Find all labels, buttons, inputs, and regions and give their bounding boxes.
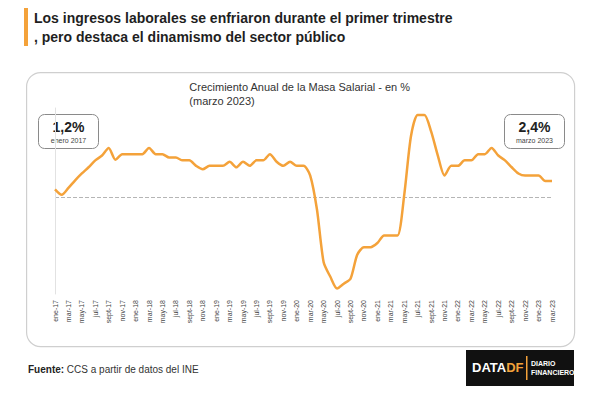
svg-text:nov-20: nov-20 bbox=[360, 300, 367, 322]
svg-text:nov-18: nov-18 bbox=[199, 300, 206, 322]
svg-text:DIARIO: DIARIO bbox=[531, 360, 556, 367]
svg-text:mar-20: mar-20 bbox=[307, 300, 314, 322]
svg-text:CCS a partir de datos del INE: CCS a partir de datos del INE bbox=[64, 364, 199, 375]
svg-text:Crecimiento Anual de la Masa S: Crecimiento Anual de la Masa Salarial - … bbox=[189, 81, 410, 93]
svg-text:jul-18: jul-18 bbox=[172, 300, 180, 318]
svg-text:jul-20: jul-20 bbox=[334, 300, 342, 318]
svg-text:2,4%: 2,4% bbox=[519, 119, 551, 135]
svg-text:jul-19: jul-19 bbox=[253, 300, 261, 318]
svg-text:sept-19: sept-19 bbox=[266, 300, 274, 323]
svg-text:Fuente:: Fuente: bbox=[28, 364, 64, 375]
svg-text:FINANCIERO: FINANCIERO bbox=[531, 369, 575, 376]
svg-text:ene-22: ene-22 bbox=[454, 300, 461, 322]
svg-text:mar-18: mar-18 bbox=[146, 300, 153, 322]
svg-text:sept-21: sept-21 bbox=[428, 300, 436, 323]
svg-text:may-21: may-21 bbox=[401, 300, 409, 323]
svg-text:(marzo 2023): (marzo 2023) bbox=[189, 95, 254, 107]
svg-text:mar-19: mar-19 bbox=[226, 300, 233, 322]
svg-text:mar-21: mar-21 bbox=[387, 300, 394, 322]
svg-text:jul-22: jul-22 bbox=[495, 300, 503, 318]
svg-text:jul-17: jul-17 bbox=[92, 300, 100, 318]
svg-text:, pero destaca el dinamismo de: , pero destaca el dinamismo del sector p… bbox=[34, 29, 345, 45]
svg-text:1,2%: 1,2% bbox=[53, 119, 85, 135]
svg-text:mar-23: mar-23 bbox=[549, 300, 556, 322]
svg-text:jul-21: jul-21 bbox=[414, 300, 422, 318]
svg-text:sept-18: sept-18 bbox=[186, 300, 194, 323]
svg-text:ene-23: ene-23 bbox=[535, 300, 542, 322]
svg-text:sept-17: sept-17 bbox=[105, 300, 113, 323]
svg-text:enero 2017: enero 2017 bbox=[51, 137, 87, 144]
svg-text:ene-17: ene-17 bbox=[52, 300, 59, 322]
svg-text:ene-18: ene-18 bbox=[132, 300, 139, 322]
svg-text:Los ingresos laborales se enfr: Los ingresos laborales se enfriaron dura… bbox=[34, 10, 453, 26]
svg-text:may-19: may-19 bbox=[240, 300, 248, 323]
svg-text:ene-21: ene-21 bbox=[374, 300, 381, 322]
svg-text:marzo 2023: marzo 2023 bbox=[516, 137, 553, 144]
svg-text:sept-22: sept-22 bbox=[508, 300, 516, 323]
svg-text:nov-22: nov-22 bbox=[522, 300, 529, 322]
svg-text:may-18: may-18 bbox=[159, 300, 167, 323]
svg-text:sept-20: sept-20 bbox=[347, 300, 355, 323]
svg-text:DATA: DATA bbox=[472, 360, 507, 375]
svg-text:may-22: may-22 bbox=[481, 300, 489, 323]
svg-text:mar-22: mar-22 bbox=[468, 300, 475, 322]
svg-text:may-17: may-17 bbox=[78, 300, 86, 323]
svg-text:may-20: may-20 bbox=[320, 300, 328, 323]
svg-text:nov-19: nov-19 bbox=[280, 300, 287, 322]
svg-text:ene-19: ene-19 bbox=[213, 300, 220, 322]
svg-text:mar-17: mar-17 bbox=[65, 300, 72, 322]
svg-text:nov-21: nov-21 bbox=[441, 300, 448, 322]
svg-text:ene-20: ene-20 bbox=[293, 300, 300, 322]
svg-text:nov-17: nov-17 bbox=[119, 300, 126, 322]
svg-text:DF: DF bbox=[506, 360, 523, 375]
